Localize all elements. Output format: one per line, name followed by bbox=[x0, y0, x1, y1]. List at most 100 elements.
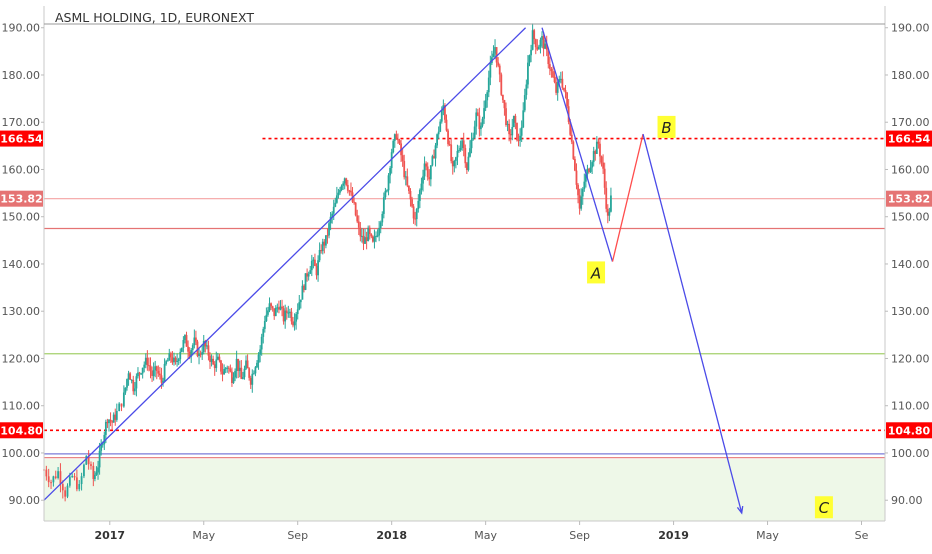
candle bbox=[52, 475, 55, 487]
candle bbox=[271, 305, 274, 312]
y-tick-label-right: 90.00 bbox=[891, 494, 923, 507]
trendline[interactable] bbox=[43, 27, 527, 501]
candle bbox=[339, 186, 341, 195]
svg-text:B: B bbox=[661, 119, 671, 137]
candle bbox=[278, 300, 280, 314]
candle bbox=[329, 212, 332, 231]
candle bbox=[478, 107, 481, 137]
candle bbox=[357, 215, 360, 236]
candle bbox=[476, 108, 479, 117]
candle bbox=[304, 273, 307, 291]
candle bbox=[111, 420, 114, 430]
candle bbox=[578, 188, 581, 215]
candle bbox=[260, 333, 263, 356]
candle bbox=[453, 159, 456, 173]
candle bbox=[143, 361, 146, 373]
candle bbox=[273, 308, 276, 320]
candle bbox=[378, 221, 381, 242]
candle bbox=[548, 56, 551, 76]
candle bbox=[237, 358, 240, 379]
candle bbox=[90, 461, 92, 470]
candle bbox=[497, 57, 500, 68]
candle bbox=[61, 480, 64, 499]
candle bbox=[439, 119, 442, 133]
axis-layer: 90.00 90.00 100.00 100.00 110.00 110.00 120.00… bbox=[2, 6, 930, 542]
candle bbox=[138, 371, 141, 381]
candle bbox=[600, 155, 603, 167]
candle bbox=[129, 371, 132, 380]
candle bbox=[299, 299, 302, 309]
candle bbox=[492, 45, 495, 58]
candle bbox=[146, 350, 149, 371]
wave-label-c[interactable]: C bbox=[814, 496, 833, 519]
candle bbox=[552, 64, 554, 79]
candle bbox=[361, 228, 363, 243]
price-badge-right bbox=[886, 422, 932, 439]
candle bbox=[180, 347, 183, 353]
y-tick-label-right: 190.00 bbox=[891, 22, 930, 35]
candle bbox=[498, 63, 501, 83]
price-badge-right bbox=[886, 130, 932, 147]
x-tick-label: May bbox=[192, 529, 215, 542]
candle bbox=[555, 75, 558, 96]
candle bbox=[135, 373, 138, 397]
candle bbox=[409, 188, 412, 207]
y-tick-label-left: 150.00 bbox=[2, 211, 41, 224]
candle bbox=[495, 47, 498, 68]
candle bbox=[106, 418, 109, 429]
candle bbox=[537, 44, 540, 50]
candle bbox=[393, 133, 396, 148]
candle bbox=[314, 253, 316, 267]
candle bbox=[511, 118, 514, 141]
candle bbox=[199, 350, 202, 358]
candle bbox=[608, 207, 611, 222]
candle bbox=[100, 439, 103, 456]
candle bbox=[370, 233, 373, 239]
candle bbox=[248, 367, 251, 381]
candle bbox=[201, 344, 204, 360]
y-tick-label-left: 190.00 bbox=[2, 22, 41, 35]
candle bbox=[324, 235, 327, 249]
projection-segment[interactable] bbox=[611, 133, 644, 262]
candle bbox=[298, 295, 301, 311]
candle bbox=[288, 308, 291, 318]
candle bbox=[169, 351, 172, 363]
candle bbox=[465, 161, 468, 175]
candle bbox=[205, 340, 208, 350]
candle bbox=[274, 305, 277, 317]
candle bbox=[163, 358, 166, 383]
x-tick-label: Se bbox=[855, 529, 869, 542]
candle bbox=[381, 211, 384, 227]
candle bbox=[57, 467, 59, 480]
candle bbox=[215, 351, 218, 372]
wave-label-b[interactable]: B bbox=[657, 115, 676, 138]
candle bbox=[87, 450, 90, 470]
candle bbox=[386, 189, 388, 193]
candle bbox=[472, 132, 475, 141]
candle bbox=[519, 128, 521, 147]
candle bbox=[243, 365, 246, 380]
candle bbox=[541, 31, 543, 49]
candle bbox=[127, 370, 130, 386]
candle bbox=[610, 187, 612, 213]
candle bbox=[447, 128, 449, 147]
candle bbox=[157, 365, 160, 377]
candle bbox=[252, 370, 255, 375]
candle bbox=[318, 242, 321, 263]
candle bbox=[545, 35, 548, 57]
projection-segment[interactable] bbox=[642, 133, 743, 514]
candle bbox=[284, 304, 287, 329]
candle bbox=[279, 300, 282, 311]
price-badge-right bbox=[886, 190, 932, 207]
projection-segment[interactable] bbox=[541, 27, 614, 262]
y-tick-label-left: 100.00 bbox=[2, 447, 41, 460]
wave-label-a[interactable]: A bbox=[587, 261, 606, 284]
candle bbox=[238, 360, 241, 378]
candle bbox=[566, 91, 568, 109]
candle bbox=[267, 306, 269, 317]
x-tick-label: May bbox=[474, 529, 497, 542]
candle bbox=[287, 305, 290, 318]
y-tick-label-right: 110.00 bbox=[891, 400, 930, 413]
candle bbox=[191, 343, 194, 356]
